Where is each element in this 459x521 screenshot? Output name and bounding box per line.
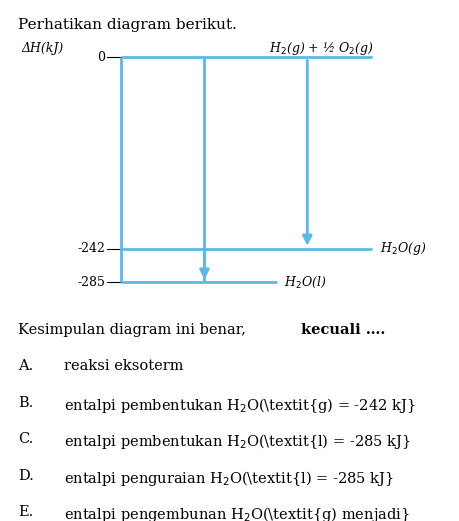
Text: entalpi pembentukan H$_2$O(\textit{l) = -285 kJ}: entalpi pembentukan H$_2$O(\textit{l) = … bbox=[64, 432, 411, 451]
Text: B.: B. bbox=[18, 396, 34, 410]
Text: H$_2$(g) + ½ O$_2$(g): H$_2$(g) + ½ O$_2$(g) bbox=[269, 41, 374, 57]
Text: entalpi penguraian H$_2$O(\textit{l) = -285 kJ}: entalpi penguraian H$_2$O(\textit{l) = -… bbox=[64, 469, 394, 488]
Text: entalpi pengembunan H$_2$O(\textit{g) menjadi}: entalpi pengembunan H$_2$O(\textit{g) me… bbox=[64, 505, 410, 521]
Text: D.: D. bbox=[18, 469, 34, 483]
Text: Perhatikan diagram berikut.: Perhatikan diagram berikut. bbox=[18, 18, 237, 32]
Text: 0: 0 bbox=[97, 51, 106, 64]
Text: A.: A. bbox=[18, 359, 34, 374]
Text: ΔH(kJ): ΔH(kJ) bbox=[22, 42, 64, 55]
Text: -285: -285 bbox=[78, 276, 106, 289]
Text: E.: E. bbox=[18, 505, 34, 519]
Text: H$_2$O(g): H$_2$O(g) bbox=[380, 240, 426, 257]
Text: kecuali ….: kecuali …. bbox=[301, 323, 385, 337]
Text: reaksi eksoterm: reaksi eksoterm bbox=[64, 359, 184, 374]
Text: H$_2$O(l): H$_2$O(l) bbox=[285, 275, 327, 290]
Text: -242: -242 bbox=[78, 242, 106, 255]
Text: C.: C. bbox=[18, 432, 34, 446]
Text: entalpi pembentukan H$_2$O(\textit{g) = -242 kJ}: entalpi pembentukan H$_2$O(\textit{g) = … bbox=[64, 396, 416, 415]
Text: Kesimpulan diagram ini benar,: Kesimpulan diagram ini benar, bbox=[18, 323, 251, 337]
